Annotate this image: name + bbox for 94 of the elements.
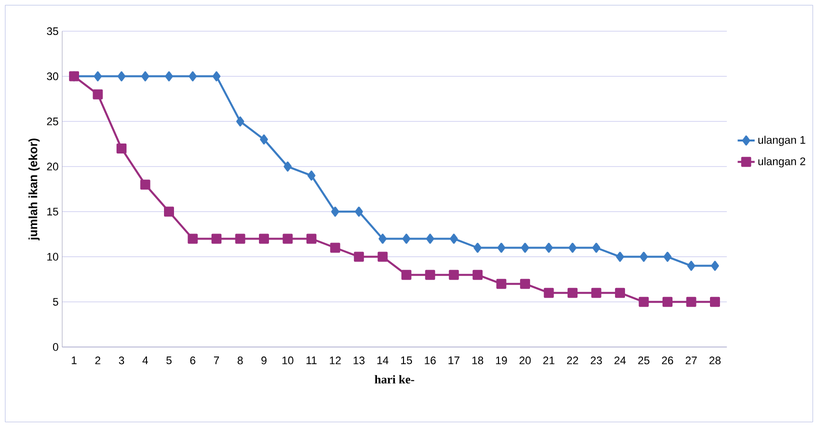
point — [662, 296, 672, 307]
point — [378, 234, 387, 244]
point — [330, 242, 340, 253]
point — [686, 296, 696, 307]
point — [165, 71, 173, 82]
point — [521, 242, 530, 253]
legend-label: ulangan 2 — [758, 157, 806, 168]
point — [94, 71, 102, 82]
point — [212, 71, 220, 82]
point — [592, 242, 600, 253]
point — [378, 252, 388, 262]
point — [544, 288, 554, 298]
point — [401, 270, 412, 280]
point — [638, 296, 649, 307]
point — [235, 234, 246, 244]
point — [425, 270, 436, 280]
point — [284, 161, 292, 172]
point — [116, 143, 127, 154]
point — [211, 234, 222, 244]
y-tick-label: 35 — [46, 27, 58, 35]
point — [497, 242, 506, 253]
point — [141, 71, 150, 82]
point — [640, 252, 648, 262]
point — [354, 252, 364, 262]
x-tick-label: 5 — [166, 356, 172, 364]
point — [615, 288, 626, 298]
point — [450, 234, 458, 244]
point — [118, 71, 126, 82]
x-tick-label: 6 — [190, 356, 196, 364]
x-tick-label: 21 — [543, 356, 554, 364]
x-tick-label: 10 — [282, 356, 294, 364]
y-tick-label: 15 — [47, 208, 58, 216]
x-tick-label: 18 — [472, 356, 484, 364]
x-tick-label: 3 — [118, 356, 124, 364]
x-tick-label: 23 — [590, 356, 602, 364]
point — [354, 206, 363, 217]
point — [591, 288, 602, 298]
x-tick-label: 24 — [614, 356, 626, 364]
x-tick-label: 7 — [214, 356, 219, 364]
point — [331, 206, 340, 217]
x-axis-title: hari ke- — [374, 375, 414, 384]
point — [188, 71, 197, 82]
y-tick-label: 5 — [53, 298, 58, 306]
point — [687, 260, 696, 271]
point — [402, 234, 410, 244]
point — [664, 252, 672, 262]
x-tick-label: 28 — [709, 356, 721, 364]
point — [164, 206, 174, 217]
point — [544, 242, 553, 253]
x-tick-label: 1 — [72, 356, 77, 364]
point — [258, 234, 269, 244]
x-tick-label: 15 — [401, 356, 412, 364]
point — [140, 180, 150, 190]
x-tick-label: 13 — [354, 356, 365, 364]
x-tick-label: 19 — [496, 356, 507, 364]
x-tick-label: 26 — [662, 356, 674, 364]
point — [448, 270, 459, 280]
point — [568, 242, 577, 253]
point — [472, 270, 483, 280]
x-tick-label: 25 — [638, 356, 650, 364]
y-axis-title: jumlah ikan (ekor) — [28, 138, 40, 240]
point — [520, 278, 530, 289]
x-tick-label: 22 — [567, 356, 578, 364]
point — [710, 260, 719, 271]
legend-label: ulangan 1 — [758, 136, 806, 146]
x-tick-label: 9 — [261, 356, 266, 364]
point — [426, 234, 434, 244]
x-tick-label: 20 — [520, 356, 531, 364]
point — [282, 234, 293, 244]
y-tick-label: 10 — [47, 252, 58, 261]
point — [568, 288, 578, 298]
x-tick-label: 27 — [686, 356, 697, 364]
point — [616, 252, 624, 262]
x-tick-label: 12 — [330, 356, 341, 364]
x-tick-label: 17 — [448, 356, 460, 364]
x-tick-label: 16 — [424, 356, 436, 364]
y-tick-label: 0 — [52, 343, 58, 351]
point — [188, 234, 198, 244]
x-tick-label: 11 — [306, 356, 317, 364]
point — [307, 170, 316, 180]
y-tick-label: 30 — [46, 72, 58, 80]
point — [260, 134, 268, 144]
y-tick-label: 25 — [47, 117, 58, 126]
point — [474, 242, 482, 253]
point — [306, 234, 316, 244]
x-tick-label: 4 — [142, 356, 148, 364]
point — [236, 116, 244, 126]
point — [496, 278, 506, 289]
point — [710, 296, 720, 307]
x-tick-label: 14 — [377, 356, 388, 364]
point — [92, 89, 103, 100]
x-tick-label: 8 — [238, 356, 243, 364]
y-tick-label: 20 — [47, 162, 58, 170]
x-tick-label: 2 — [95, 356, 100, 364]
